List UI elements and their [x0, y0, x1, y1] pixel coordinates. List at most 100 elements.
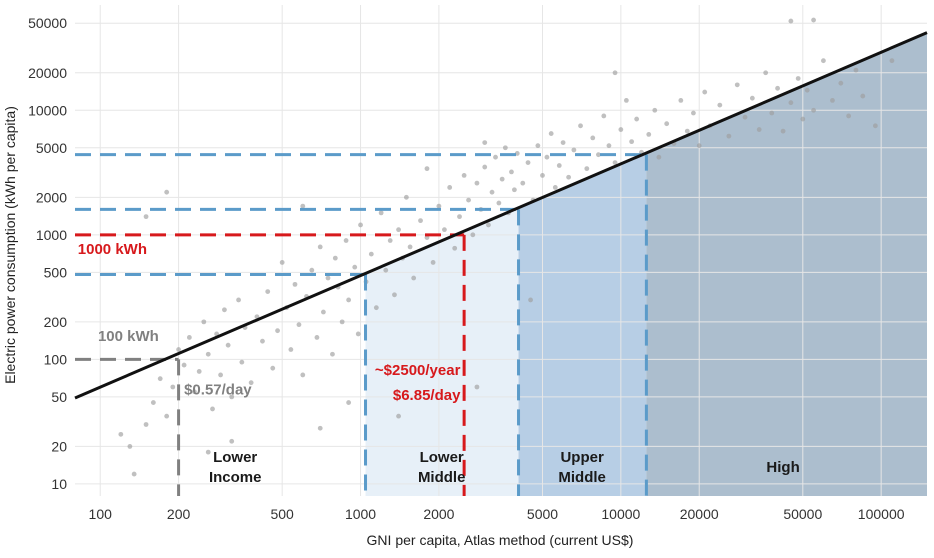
y-tick-label: 5000	[36, 140, 67, 156]
data-point	[734, 82, 740, 88]
zone-label-3: High	[766, 459, 799, 476]
data-point	[540, 172, 545, 178]
data-point	[275, 328, 280, 334]
data-point	[511, 187, 517, 193]
data-point	[756, 127, 762, 132]
data-point	[838, 80, 844, 86]
data-point	[535, 143, 541, 149]
y-tick-label: 50000	[28, 15, 67, 31]
data-point	[436, 203, 442, 209]
data-point	[457, 214, 462, 220]
data-point	[442, 227, 447, 233]
data-point	[176, 347, 181, 352]
data-point	[191, 389, 197, 395]
data-point	[164, 413, 170, 419]
data-point	[499, 176, 505, 182]
data-point	[452, 245, 458, 251]
x-axis-ticks: 100 200 500 1000 2000 5000 10000 20000 50000 1000…	[89, 506, 905, 522]
zone-label-line: High	[766, 459, 799, 476]
data-point	[788, 100, 794, 106]
zone-area-2	[518, 152, 647, 496]
data-point	[239, 359, 245, 365]
data-point	[150, 400, 156, 405]
data-point	[566, 174, 572, 180]
zone-label-line: Upper	[560, 449, 604, 466]
data-point	[590, 135, 596, 141]
data-point	[634, 116, 640, 122]
data-point	[396, 413, 401, 419]
zone-label-2: Upper Middle	[558, 449, 606, 486]
x-tick-label: 20000	[680, 506, 719, 522]
data-point	[548, 131, 554, 136]
data-point	[853, 67, 859, 73]
data-point	[143, 422, 149, 427]
data-point	[407, 244, 413, 250]
data-point	[652, 107, 658, 113]
data-point	[646, 132, 652, 137]
data-point	[396, 227, 401, 233]
data-point	[236, 297, 241, 303]
x-tick-label: 500	[270, 506, 294, 522]
data-point	[164, 189, 170, 195]
data-point	[186, 335, 192, 340]
data-point	[811, 17, 816, 23]
zone-labels: Lower Income Lower Middle Upper Middle High	[209, 449, 800, 486]
data-point	[314, 335, 320, 340]
zone-label-line: Middle	[558, 469, 606, 486]
data-point	[769, 110, 775, 116]
data-point	[612, 70, 618, 76]
data-point	[403, 194, 409, 200]
data-point	[225, 342, 231, 348]
annotation-1: 1000 kWh	[78, 241, 147, 258]
y-tick-label: 50	[51, 389, 67, 405]
annotation-0: 100 kWh	[98, 328, 159, 345]
data-point	[872, 123, 878, 129]
data-point	[780, 128, 786, 134]
data-point	[392, 292, 397, 298]
data-point	[556, 163, 562, 168]
annotation-2: $0.57/day	[184, 382, 252, 399]
data-point	[317, 244, 323, 250]
data-point	[260, 338, 265, 344]
data-point	[596, 152, 601, 158]
data-point	[424, 235, 430, 240]
data-point	[601, 113, 607, 119]
data-point	[717, 102, 723, 108]
y-tick-label: 10000	[28, 102, 67, 118]
data-point	[520, 180, 526, 186]
zone-label-line: Lower	[420, 449, 464, 466]
data-point	[489, 189, 495, 195]
y-tick-label: 1000	[36, 227, 67, 243]
x-tick-label: 1000	[345, 506, 376, 522]
data-point	[196, 369, 202, 374]
data-point	[317, 425, 323, 431]
data-point	[702, 89, 708, 95]
data-point	[502, 145, 508, 151]
data-point	[430, 260, 436, 265]
zone-area-1	[365, 207, 519, 496]
data-point	[470, 232, 476, 238]
data-point	[496, 200, 502, 206]
zone-label-0: Lower Income	[209, 449, 262, 486]
x-tick-label: 10000	[601, 506, 640, 522]
data-point	[678, 97, 684, 103]
data-point	[493, 154, 498, 160]
data-point	[578, 123, 583, 129]
data-point	[118, 431, 124, 437]
zone-label-1: Lower Middle	[418, 449, 466, 486]
data-point	[775, 85, 780, 91]
data-point	[742, 114, 748, 120]
data-point	[248, 380, 254, 386]
data-point	[664, 121, 670, 127]
x-tick-label: 5000	[527, 506, 558, 522]
data-point	[788, 18, 794, 24]
data-point	[560, 140, 566, 146]
x-tick-label: 200	[167, 506, 191, 522]
data-point	[352, 264, 358, 270]
data-point	[201, 319, 207, 325]
data-point	[795, 76, 801, 81]
zone-area-0	[75, 273, 366, 496]
data-point	[373, 305, 379, 311]
x-tick-label: 100000	[858, 506, 905, 522]
y-tick-label: 200	[44, 314, 68, 330]
